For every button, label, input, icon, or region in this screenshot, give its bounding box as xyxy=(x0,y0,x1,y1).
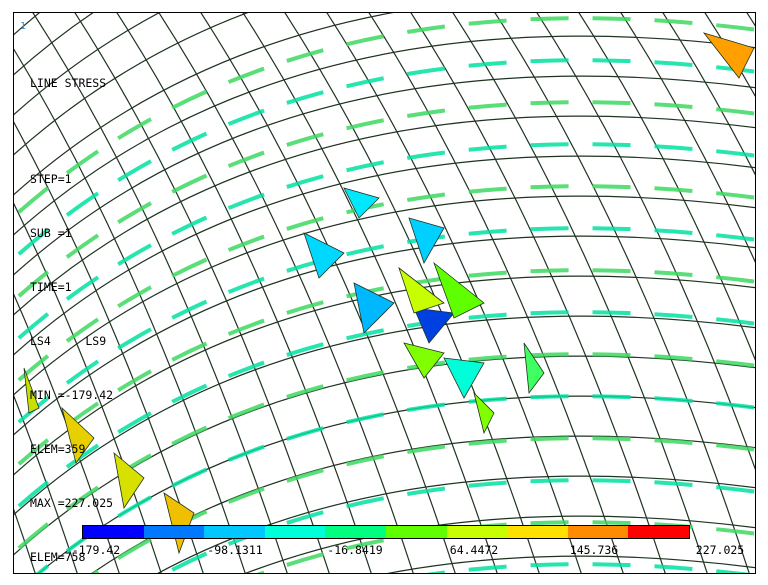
mesh-line xyxy=(14,13,160,116)
mesh-line xyxy=(74,13,330,573)
mesh-line xyxy=(620,13,755,263)
stress-patch-4 xyxy=(398,266,445,314)
mesh-line xyxy=(14,48,246,573)
info-max: MAX =227.025 xyxy=(30,496,114,510)
info-time: TIME=1 xyxy=(30,280,72,294)
contour-legend-bar xyxy=(82,525,690,539)
mesh-line xyxy=(14,355,755,556)
plot-title: LINE STRESS xyxy=(30,76,107,90)
info-min-elem: ELEM=359 xyxy=(30,442,86,456)
legend-band-5 xyxy=(385,526,447,538)
mesh-line xyxy=(284,13,540,573)
mesh-line xyxy=(578,13,755,361)
legend-band-4 xyxy=(325,526,386,538)
mesh-line xyxy=(157,475,755,573)
mesh-line xyxy=(326,13,582,573)
mesh-line xyxy=(662,13,755,176)
info-sub: SUB =1 xyxy=(30,226,72,240)
mesh-line xyxy=(14,275,755,476)
mesh-line xyxy=(14,115,755,316)
stress-patch-3 xyxy=(413,307,455,344)
stress-patch-14 xyxy=(523,342,545,395)
legend-label-3: 64.4472 xyxy=(449,543,499,557)
mesh-line xyxy=(14,13,94,76)
legend-label-5: 227.025 xyxy=(695,543,745,557)
mesh-line xyxy=(14,13,41,36)
info-max-elem: ELEM=758 xyxy=(30,550,86,564)
graphics-viewport[interactable]: 1 LINE STRESS STEP=1 SUB =1 TIME=1 LS4 L… xyxy=(13,12,756,574)
mesh-line xyxy=(387,555,755,573)
info-line-stress-items: LS4 LS9 xyxy=(30,334,107,348)
mesh-line xyxy=(536,13,755,471)
mesh-line xyxy=(200,13,456,573)
stress-patch-8 xyxy=(403,342,445,379)
stress-patch-1 xyxy=(353,282,395,334)
mesh-line xyxy=(14,35,755,236)
mesh-line xyxy=(368,13,624,573)
mesh-line xyxy=(245,515,755,573)
legend-label-4: 145.736 xyxy=(569,543,619,557)
mesh-line xyxy=(32,13,288,573)
stress-patch-0 xyxy=(303,232,345,279)
mesh-line xyxy=(14,202,162,573)
legend-band-7 xyxy=(507,526,568,538)
stress-patch-15 xyxy=(473,391,495,435)
mesh-line xyxy=(14,195,755,396)
legend-band-0 xyxy=(83,526,144,538)
legend-band-2 xyxy=(204,526,265,538)
legend-label-1: -98.1311 xyxy=(207,543,263,557)
mesh-line xyxy=(14,75,755,276)
mesh-line xyxy=(14,394,78,573)
mesh-line xyxy=(116,13,372,573)
stress-band xyxy=(426,562,750,573)
legend-band-6 xyxy=(446,526,508,538)
legend-label-2: -16.8419 xyxy=(327,543,383,557)
mesh-line xyxy=(38,395,755,573)
legend-band-9 xyxy=(628,526,689,538)
mesh-line xyxy=(14,293,120,573)
info-min: MIN =-179.42 xyxy=(30,388,114,402)
mesh-line xyxy=(91,435,755,573)
stress-patch-6 xyxy=(343,187,380,219)
stress-patch-13 xyxy=(702,32,755,79)
stress-patch-11 xyxy=(113,451,145,510)
mesh-line xyxy=(14,155,755,356)
stress-patch-2 xyxy=(408,217,445,264)
legend-label-0: -179.42 xyxy=(71,543,121,557)
info-step: STEP=1 xyxy=(30,172,72,186)
legend-band-1 xyxy=(143,526,205,538)
mesh-line xyxy=(158,13,414,573)
legend-band-8 xyxy=(567,526,629,538)
mesh-line xyxy=(14,315,755,516)
mesh-line xyxy=(494,13,750,573)
mesh-line xyxy=(410,13,666,573)
legend-band-3 xyxy=(264,526,326,538)
mesh-line xyxy=(452,13,708,573)
window-number: 1 xyxy=(20,21,27,32)
stress-contour-plot[interactable] xyxy=(14,13,755,573)
stress-patches xyxy=(14,16,755,573)
stress-patch-5 xyxy=(433,261,485,319)
mesh-line xyxy=(14,13,249,156)
mesh-line xyxy=(242,13,498,573)
plot-info-block: LINE STRESS STEP=1 SUB =1 TIME=1 LS4 LS9… xyxy=(30,38,114,573)
mesh-line xyxy=(14,13,394,196)
stress-patch-10 xyxy=(61,406,95,464)
stress-patch-7 xyxy=(443,357,485,399)
stress-patch-9 xyxy=(23,367,40,414)
